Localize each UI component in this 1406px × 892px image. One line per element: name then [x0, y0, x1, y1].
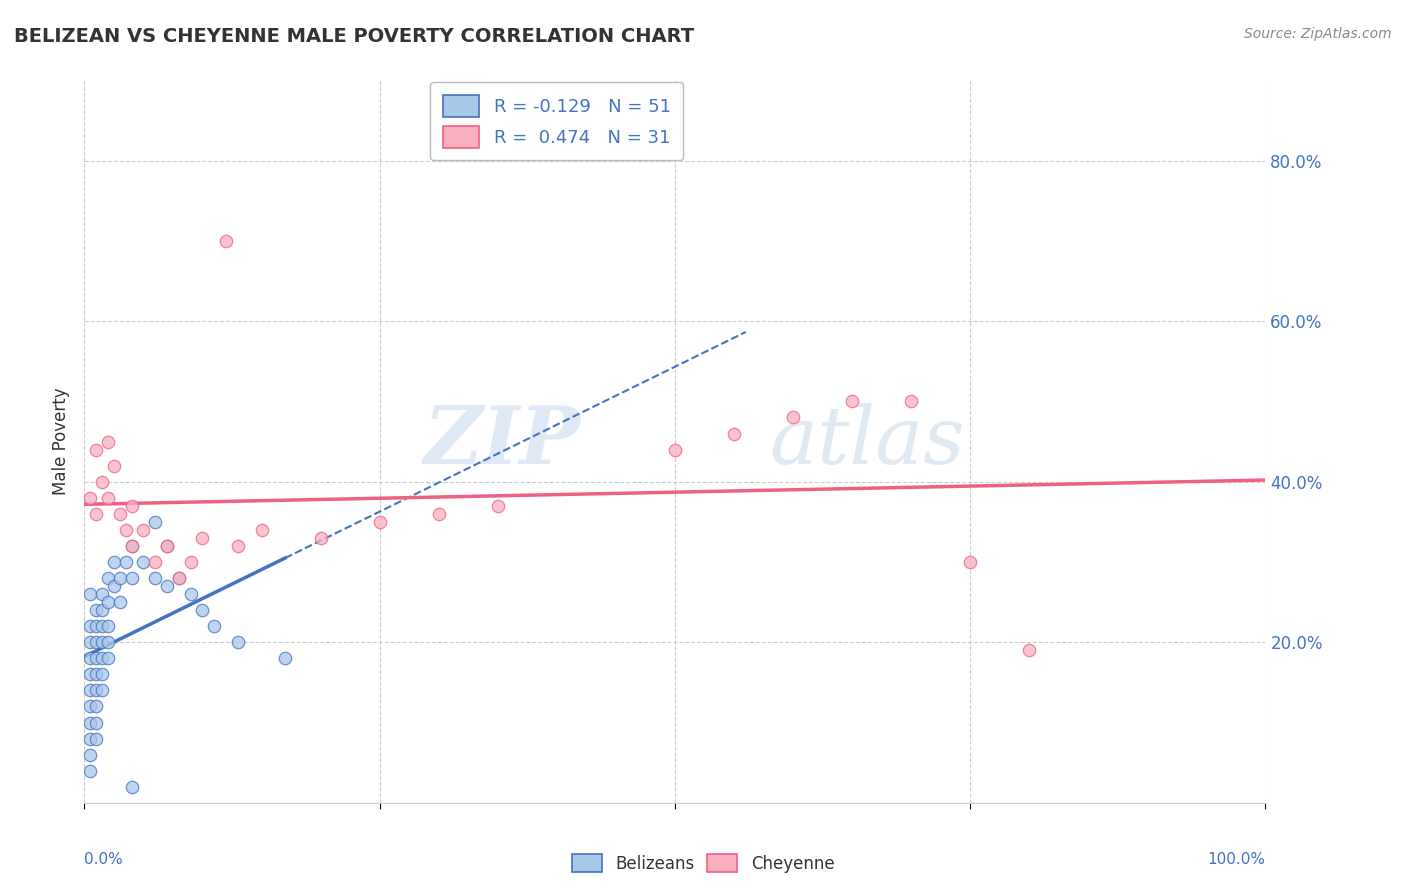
Point	[103, 579, 125, 593]
Legend: Belizeans, Cheyenne: Belizeans, Cheyenne	[565, 847, 841, 880]
Text: atlas: atlas	[769, 403, 965, 480]
Point	[108, 507, 131, 521]
Text: Source: ZipAtlas.com: Source: ZipAtlas.com	[1244, 27, 1392, 41]
Point	[782, 410, 804, 425]
Point	[121, 571, 143, 585]
Text: 100.0%: 100.0%	[1208, 852, 1265, 867]
Point	[121, 499, 143, 513]
Point	[91, 635, 114, 649]
Point	[97, 651, 120, 665]
Point	[79, 715, 101, 730]
Point	[91, 619, 114, 633]
Point	[97, 595, 120, 609]
Point	[79, 683, 101, 698]
Point	[79, 635, 101, 649]
Point	[723, 426, 745, 441]
Point	[84, 507, 107, 521]
Point	[121, 780, 143, 794]
Point	[91, 683, 114, 698]
Point	[103, 458, 125, 473]
Point	[215, 234, 238, 248]
Point	[114, 555, 136, 569]
Point	[84, 619, 107, 633]
Legend: R = -0.129   N = 51, R =  0.474   N = 31: R = -0.129 N = 51, R = 0.474 N = 31	[430, 82, 683, 161]
Point	[84, 442, 107, 457]
Point	[132, 523, 155, 537]
Point	[108, 595, 131, 609]
Point	[156, 579, 179, 593]
Point	[84, 635, 107, 649]
Point	[841, 394, 863, 409]
Point	[84, 731, 107, 746]
Point	[79, 667, 101, 681]
Point	[427, 507, 450, 521]
Point	[108, 571, 131, 585]
Point	[900, 394, 922, 409]
Y-axis label: Male Poverty: Male Poverty	[52, 388, 70, 495]
Point	[91, 667, 114, 681]
Point	[79, 491, 101, 505]
Point	[156, 539, 179, 553]
Point	[202, 619, 225, 633]
Point	[91, 651, 114, 665]
Text: 0.0%: 0.0%	[84, 852, 124, 867]
Point	[84, 699, 107, 714]
Point	[132, 555, 155, 569]
Point	[91, 603, 114, 617]
Point	[79, 747, 101, 762]
Point	[84, 651, 107, 665]
Point	[79, 764, 101, 778]
Point	[180, 587, 202, 601]
Text: BELIZEAN VS CHEYENNE MALE POVERTY CORRELATION CHART: BELIZEAN VS CHEYENNE MALE POVERTY CORREL…	[14, 27, 695, 45]
Point	[84, 715, 107, 730]
Point	[114, 523, 136, 537]
Point	[143, 515, 166, 529]
Point	[97, 434, 120, 449]
Point	[91, 587, 114, 601]
Point	[309, 531, 332, 545]
Point	[156, 539, 179, 553]
Point	[167, 571, 190, 585]
Point	[91, 475, 114, 489]
Point	[84, 683, 107, 698]
Point	[79, 731, 101, 746]
Point	[84, 603, 107, 617]
Point	[121, 539, 143, 553]
Point	[226, 635, 249, 649]
Point	[103, 555, 125, 569]
Point	[274, 651, 297, 665]
Point	[250, 523, 273, 537]
Point	[97, 619, 120, 633]
Point	[368, 515, 391, 529]
Point	[79, 651, 101, 665]
Text: ZIP: ZIP	[423, 403, 581, 480]
Point	[143, 571, 166, 585]
Point	[121, 539, 143, 553]
Point	[180, 555, 202, 569]
Point	[191, 531, 214, 545]
Point	[79, 587, 101, 601]
Point	[97, 491, 120, 505]
Point	[486, 499, 509, 513]
Point	[191, 603, 214, 617]
Point	[143, 555, 166, 569]
Point	[664, 442, 686, 457]
Point	[79, 619, 101, 633]
Point	[79, 699, 101, 714]
Point	[97, 635, 120, 649]
Point	[84, 667, 107, 681]
Point	[1018, 643, 1040, 657]
Point	[959, 555, 981, 569]
Point	[226, 539, 249, 553]
Point	[167, 571, 190, 585]
Point	[97, 571, 120, 585]
